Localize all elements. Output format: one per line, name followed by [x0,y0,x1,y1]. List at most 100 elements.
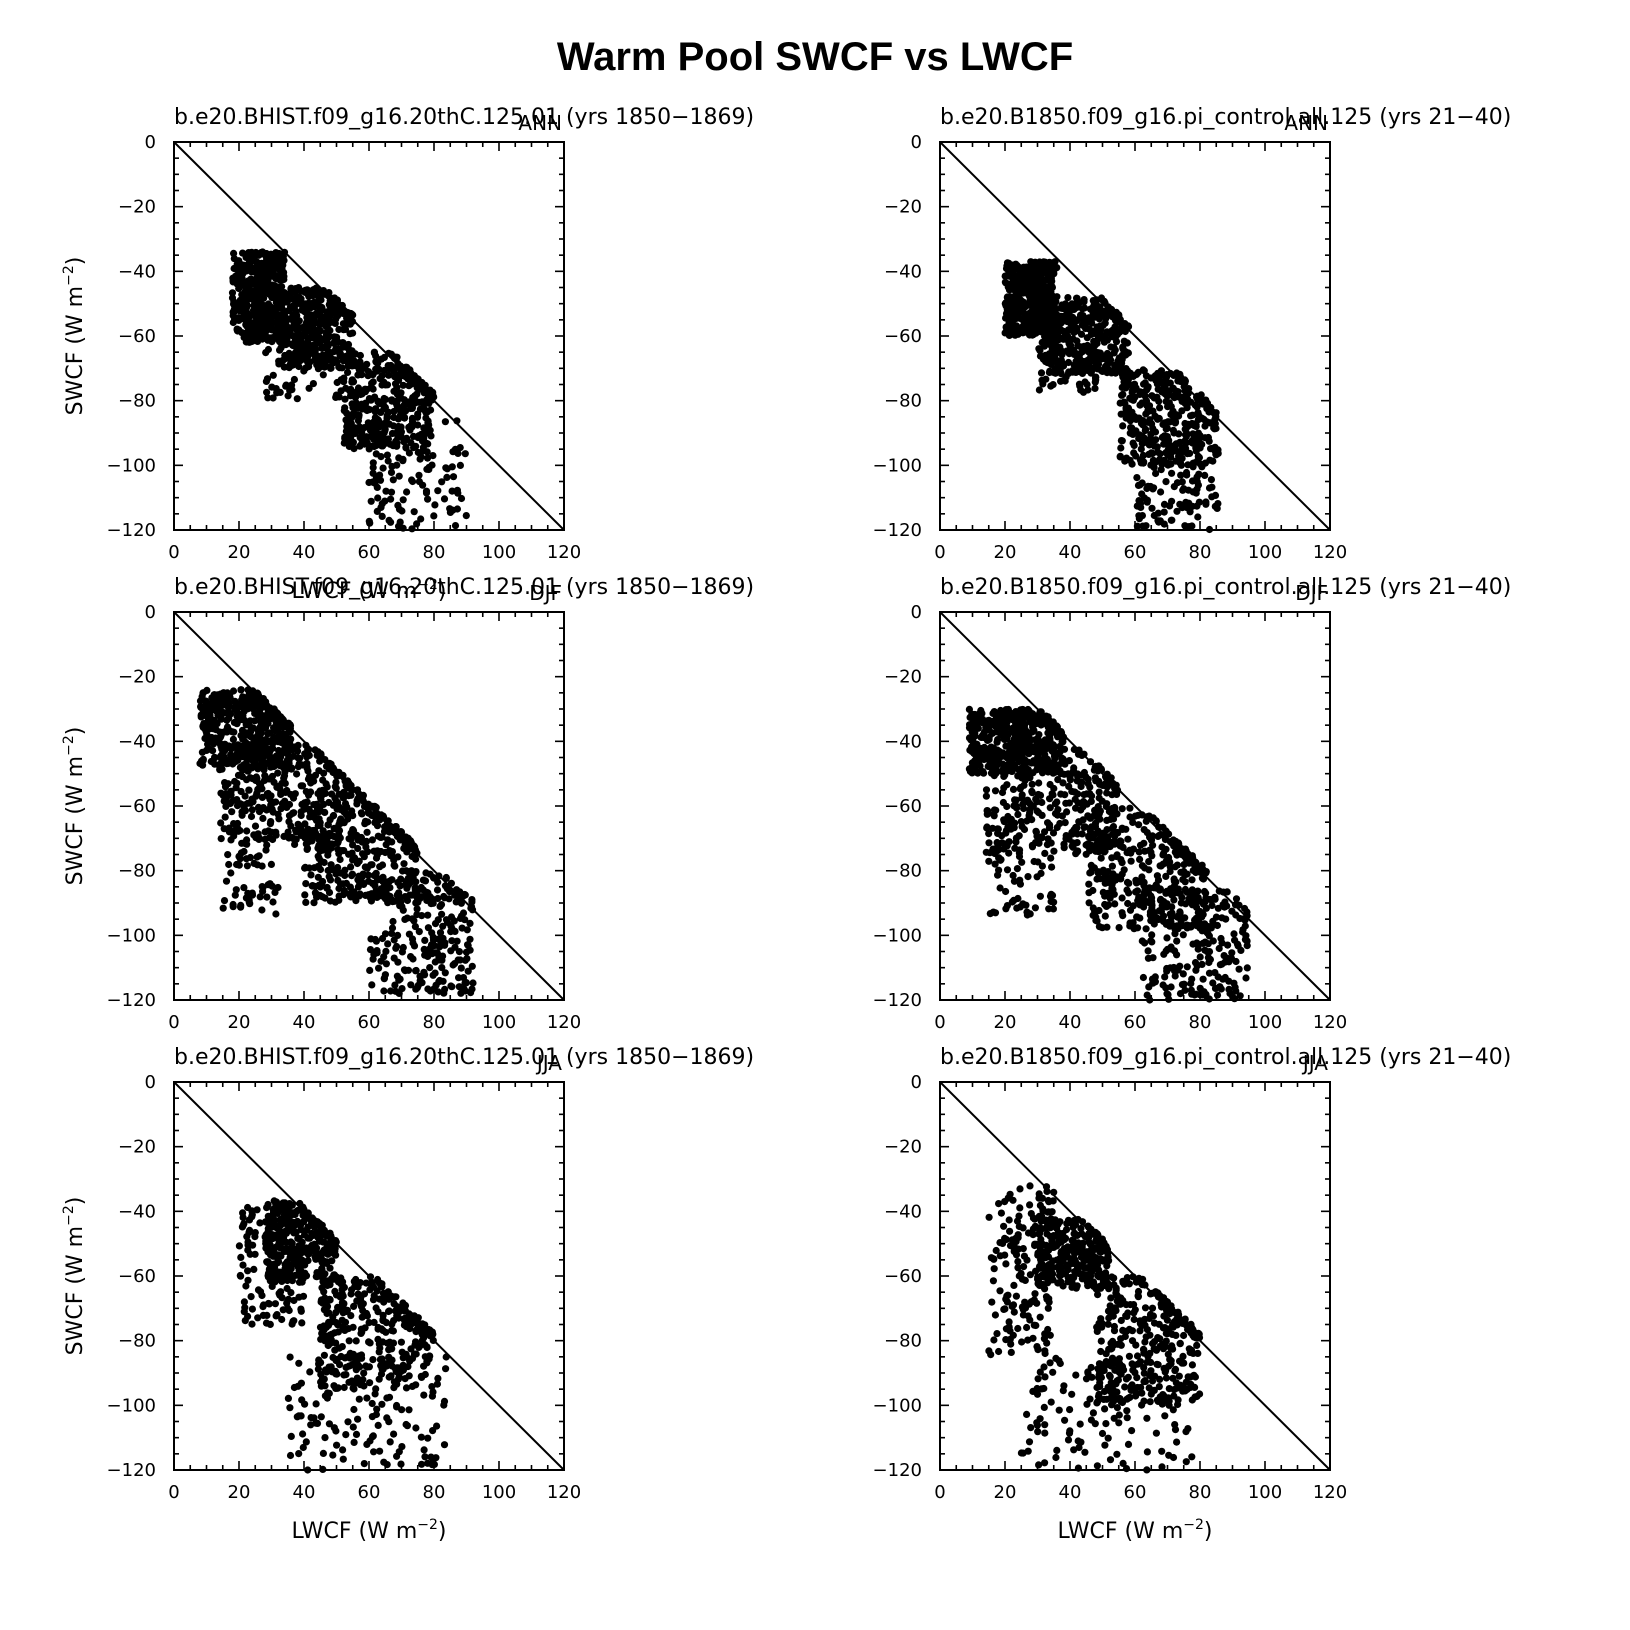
scatter-point [1102,314,1110,322]
scatter-point [284,762,292,770]
scatter-point [1153,414,1161,422]
scatter-point [258,906,266,914]
scatter-point [1144,407,1153,415]
scatter-point [258,280,266,289]
scatter-point [293,395,301,403]
scatter-point [217,715,225,723]
scatter-point [1021,721,1029,729]
scatter-point [1178,454,1186,462]
scatter-point [377,833,385,842]
scatter-point [277,357,286,365]
scatter-point [457,964,465,972]
scatter-point [240,750,249,758]
x-tick-label: 40 [1059,542,1082,563]
scatter-point [248,891,257,899]
scatter-point [218,765,226,773]
panel-1: b.e20.BHIST.f09_g16.20thC.125.01 (yrs 18… [61,105,754,604]
scatter-point [232,700,240,708]
scatter-point [377,503,385,511]
scatter-point [305,384,313,392]
scatter-point [326,364,335,372]
scatter-point [279,252,287,260]
scatter-point [423,888,431,896]
scatter-point [1048,259,1056,267]
scatter-point [441,418,449,426]
scatter-point [216,728,224,736]
scatter-point [448,983,456,991]
scatter-point [400,413,408,421]
scatter-point [393,972,401,980]
scatter-point [410,375,418,383]
scatter-point [1195,453,1203,462]
scatter-point [429,971,437,979]
scatter-point [421,971,429,979]
scatter-point [259,250,267,258]
scatter-point [361,863,369,871]
scatter-point [434,894,442,903]
scatter-point [238,839,246,847]
scatter-point [1093,323,1101,331]
scatter-point [366,966,374,975]
y-tick-label: −100 [107,455,156,476]
scatter-point [239,281,247,289]
scatter-point [387,361,395,370]
scatter-point [414,410,422,418]
scatter-point [1187,398,1195,406]
scatter-point [262,751,270,759]
scatter-point [317,344,326,352]
scatter-point [1214,449,1222,457]
scatter-point [281,797,289,805]
scatter-point [1012,715,1020,723]
scatter-point [259,814,267,823]
scatter-point [410,868,418,877]
scatter-point [442,464,450,472]
scatter-point [1045,368,1053,377]
scatter-point [275,265,283,273]
scatter-point [400,402,408,410]
x-tick-label: 60 [1124,542,1147,563]
scatter-point [423,448,431,456]
scatter-point [311,809,319,817]
scatter-point [283,339,291,347]
scatter-point [349,329,357,337]
scatter-point [218,745,226,753]
scatter-point [234,824,242,832]
scatter-point [263,893,271,901]
scatter-point [326,816,334,824]
scatter-point [358,440,366,448]
scatter-point [253,306,261,314]
scatter-point [243,776,251,784]
scatter-point [979,719,987,727]
scatter-point [434,878,442,886]
scatter-point [408,525,416,533]
scatter-point [262,349,270,357]
scatter-point [990,772,998,780]
scatter-point [375,964,383,972]
panel-2: b.e20.B1850.f09_g16.pi_control.all.125 (… [873,105,1512,563]
y-tick-label: −80 [884,391,922,412]
scatter-point [424,495,432,503]
scatter-point [409,477,417,486]
scatter-point [1144,482,1152,490]
scatter-point [302,880,310,888]
scatter-point [401,915,409,924]
scatter-point [1100,308,1108,316]
scatter-point [1120,337,1128,345]
scatter-point [247,275,255,283]
scatter-point [382,947,390,956]
scatter-point [228,294,237,302]
scatter-point [399,906,407,914]
scatter-point [313,339,321,347]
scatter-point [458,924,466,932]
scatter-point [451,522,460,530]
scatter-point [1135,431,1144,439]
scatter-point [378,512,386,521]
scatter-point [1129,439,1137,447]
scatter-point [1171,445,1179,453]
scatter-point [1160,508,1168,516]
scatter-point [330,359,338,367]
scatter-point [325,873,333,881]
scatter-point [352,362,360,370]
scatter-point [252,248,260,257]
scatter-point [417,883,425,892]
